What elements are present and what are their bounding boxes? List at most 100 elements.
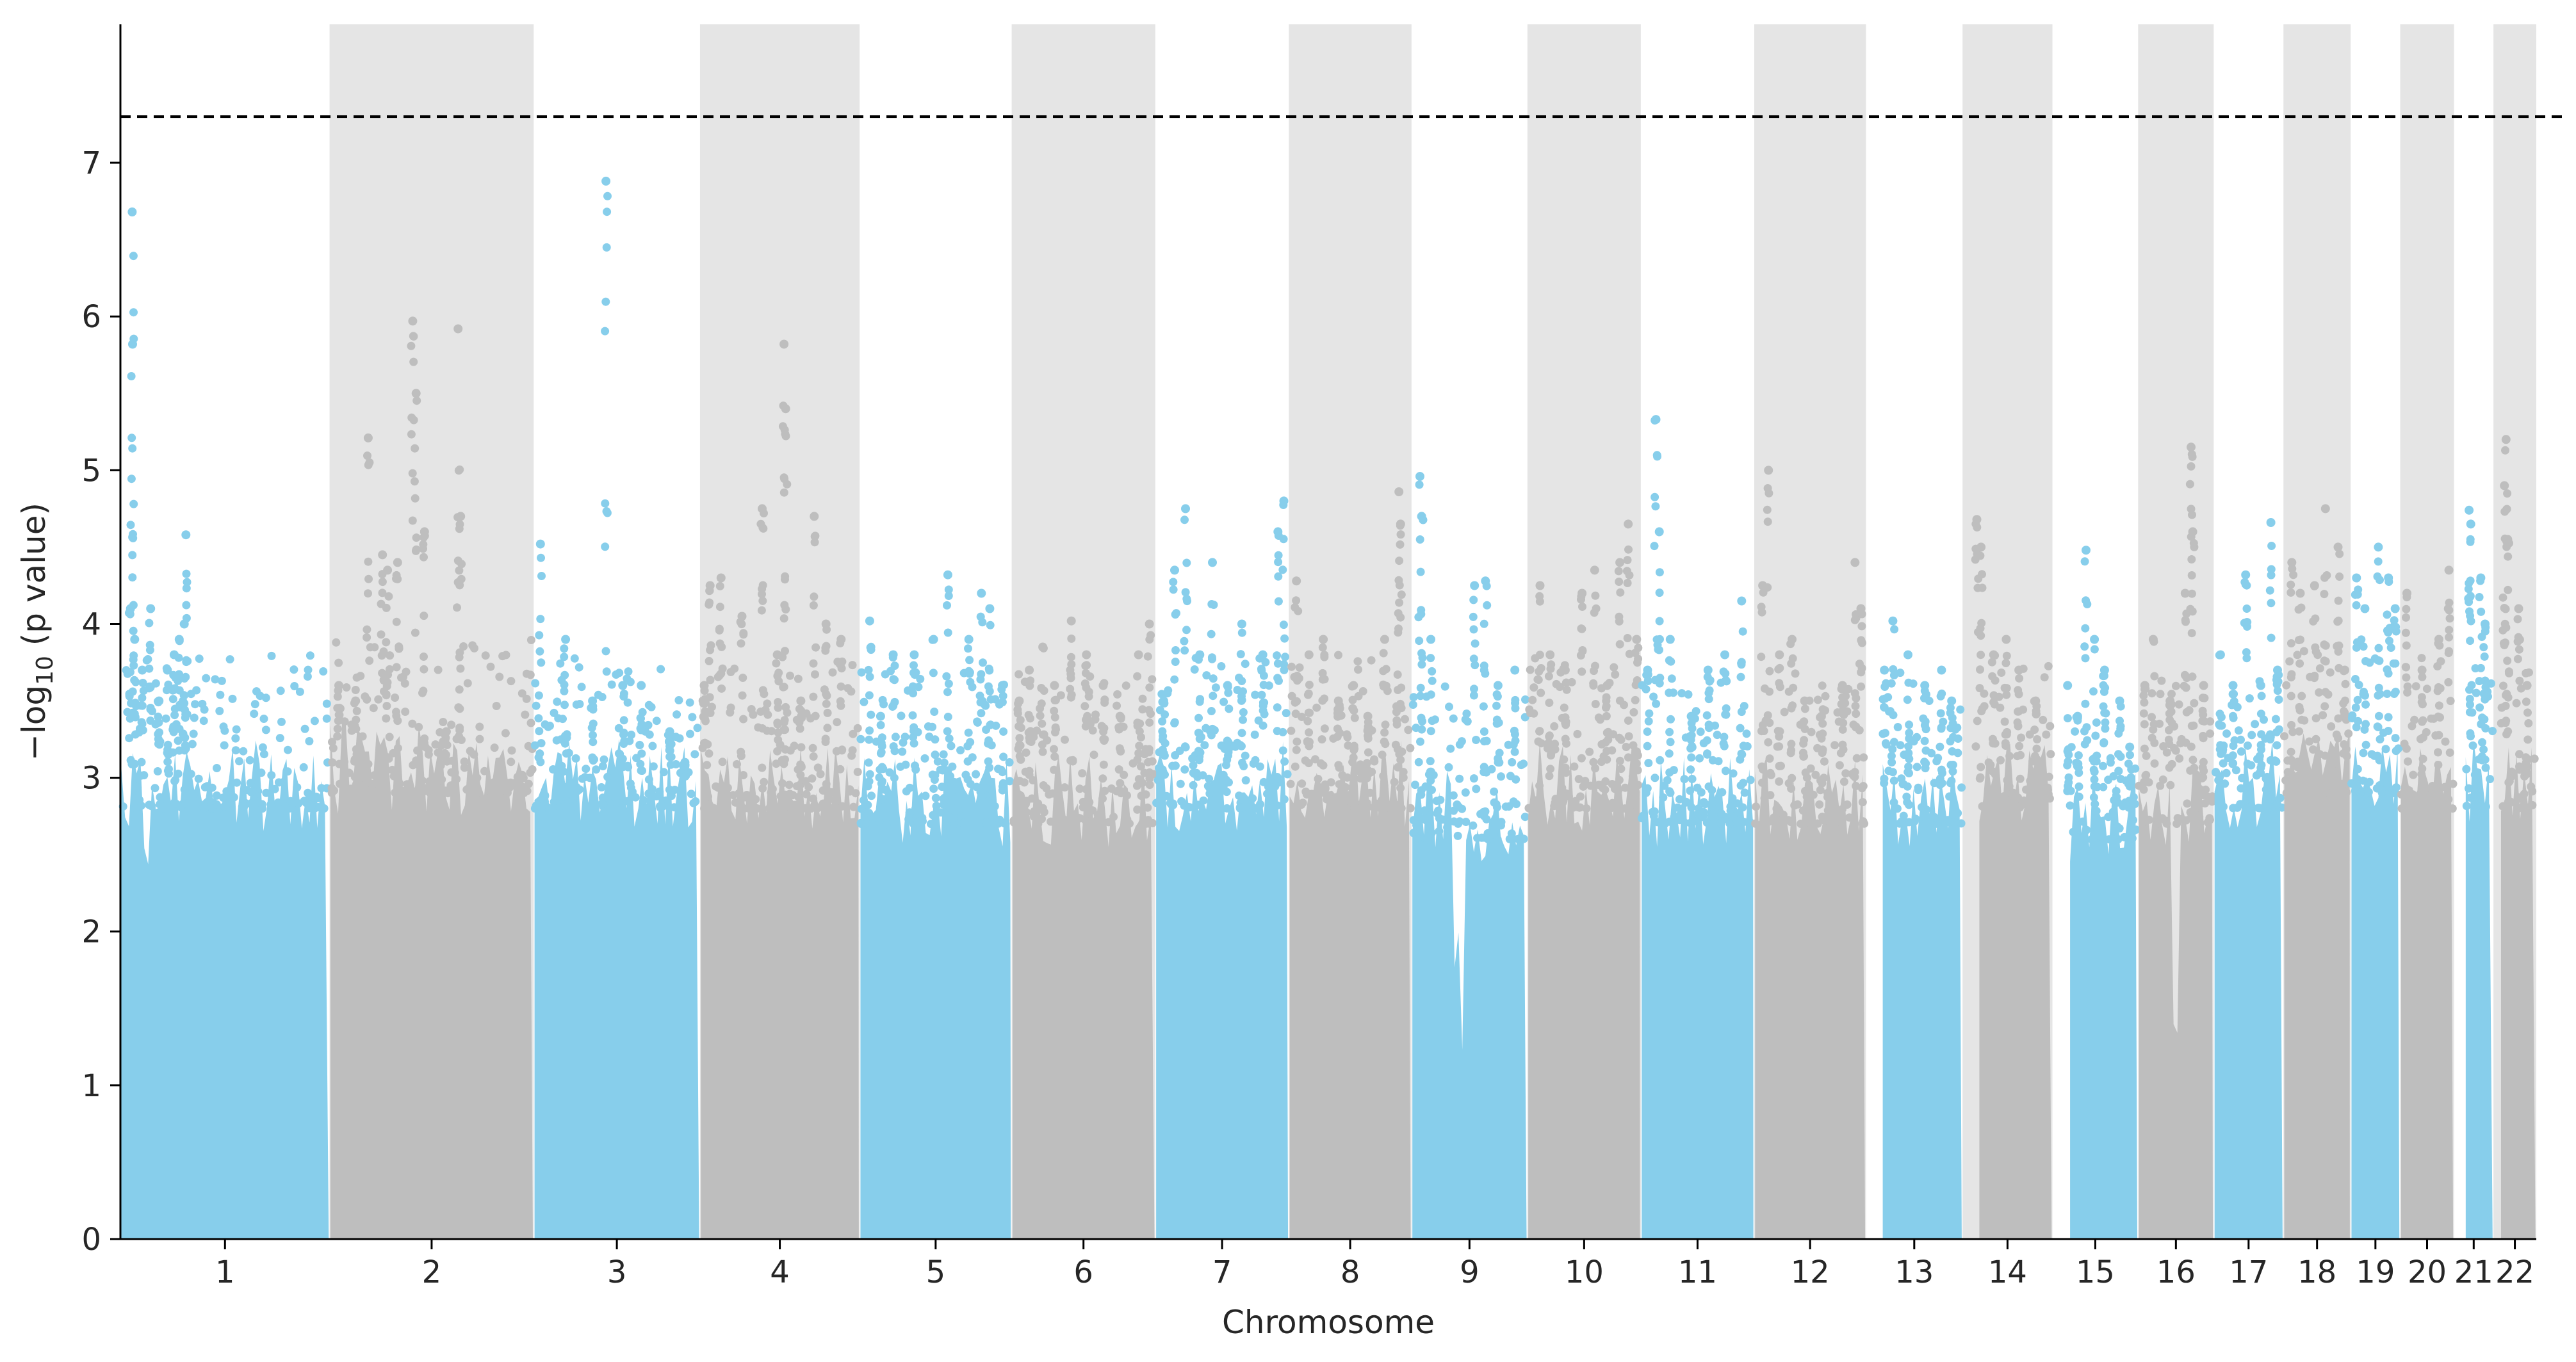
snp-point xyxy=(902,787,911,796)
snp-point xyxy=(1704,720,1713,729)
snp-point xyxy=(1207,629,1216,638)
snp-point xyxy=(2150,738,2159,747)
snp-point xyxy=(881,670,890,679)
snp-peak-point xyxy=(985,604,995,613)
snp-point xyxy=(1081,722,1090,731)
snp-point xyxy=(560,701,569,709)
snp-point xyxy=(1169,585,1178,594)
snp-point xyxy=(1721,766,1730,775)
snp-point xyxy=(1652,699,1661,708)
snp-point xyxy=(2064,745,2073,754)
snp-peak-point xyxy=(1577,588,1587,598)
snp-point xyxy=(1239,687,1247,696)
snp-point xyxy=(735,789,744,798)
snp-point xyxy=(675,734,684,743)
snp-point xyxy=(2445,748,2454,757)
snp-point xyxy=(1686,765,1695,774)
snp-point xyxy=(1852,610,1861,619)
snp-peak-point xyxy=(909,650,919,660)
snp-point xyxy=(2272,680,2281,689)
snp-point xyxy=(1183,597,1191,606)
snp-peak-point xyxy=(351,696,361,706)
snp-point xyxy=(2427,714,2436,723)
snp-point xyxy=(382,702,391,710)
snp-point xyxy=(2374,723,2383,731)
snp-peak-point xyxy=(865,616,874,626)
snp-point xyxy=(1298,779,1307,788)
snp-point xyxy=(2333,617,2342,626)
snp-point xyxy=(2297,692,2306,701)
snp-point xyxy=(350,722,359,731)
snp-point xyxy=(1574,775,1583,784)
snp-point xyxy=(822,642,831,651)
snp-point xyxy=(1763,505,1772,514)
snp-point xyxy=(2195,813,2204,822)
snp-point xyxy=(1274,558,1283,567)
snp-point xyxy=(163,766,172,775)
snp-point xyxy=(1775,742,1784,751)
snp-peak-point xyxy=(588,696,598,706)
snp-point xyxy=(1446,744,1455,753)
snp-point xyxy=(391,693,400,702)
snp-point xyxy=(2222,768,2231,777)
snp-point xyxy=(411,444,420,453)
snp-point xyxy=(2326,668,2335,677)
snp-point xyxy=(1039,781,1048,790)
snp-point xyxy=(1136,762,1145,771)
snp-point xyxy=(2090,782,2099,791)
snp-point xyxy=(769,801,778,809)
snp-peak-point xyxy=(1545,650,1555,660)
snp-point xyxy=(2417,698,2426,706)
snp-point xyxy=(1757,778,1766,787)
snp-point xyxy=(772,659,781,668)
snp-point xyxy=(774,677,783,686)
snp-point xyxy=(889,701,898,710)
snp-point xyxy=(1988,672,1997,681)
snp-point xyxy=(688,713,697,722)
snp-point xyxy=(1393,763,1402,772)
snp-point xyxy=(1394,624,1403,633)
snp-point xyxy=(715,639,724,648)
snp-point xyxy=(1560,703,1569,712)
snp-point xyxy=(1688,775,1697,783)
snp-point xyxy=(1318,643,1327,652)
snp-point xyxy=(1569,803,1577,812)
snp-point xyxy=(2466,793,2475,802)
snp-point xyxy=(1932,757,1941,766)
snp-point xyxy=(763,710,772,719)
snp-point xyxy=(1273,801,1282,810)
snp-point xyxy=(1634,781,1642,790)
snp-point xyxy=(553,697,562,706)
snp-point xyxy=(306,651,314,660)
snp-point xyxy=(1367,656,1376,665)
snp-point xyxy=(549,765,557,774)
snp-point xyxy=(601,499,610,508)
snp-point xyxy=(1775,727,1784,736)
snp-point xyxy=(2080,642,2089,651)
snp-point xyxy=(2416,734,2425,743)
snp-point xyxy=(571,754,580,763)
snp-point xyxy=(1687,731,1696,740)
snp-point xyxy=(1989,739,1998,748)
snp-peak-point xyxy=(888,650,898,660)
snp-peak-point xyxy=(1632,635,1642,644)
snp-point xyxy=(582,765,591,774)
snp-point xyxy=(555,802,564,811)
snp-point xyxy=(2418,765,2427,773)
snp-point xyxy=(275,734,284,743)
snp-point xyxy=(620,736,629,745)
snp-point xyxy=(1703,672,1712,681)
snp-point xyxy=(2242,648,2251,657)
snp-point xyxy=(386,651,395,660)
snp-peak-point xyxy=(1880,665,1889,675)
snp-point xyxy=(890,661,899,670)
snp-point xyxy=(1449,791,1458,800)
snp-point xyxy=(2335,572,2344,581)
snp-point xyxy=(623,797,632,806)
snp-point xyxy=(2161,816,2170,825)
snp-point xyxy=(2139,709,2148,718)
snp-point xyxy=(1765,754,1774,763)
snp-point xyxy=(1280,795,1289,804)
snp-point xyxy=(1946,737,1955,746)
snp-point xyxy=(407,413,416,422)
